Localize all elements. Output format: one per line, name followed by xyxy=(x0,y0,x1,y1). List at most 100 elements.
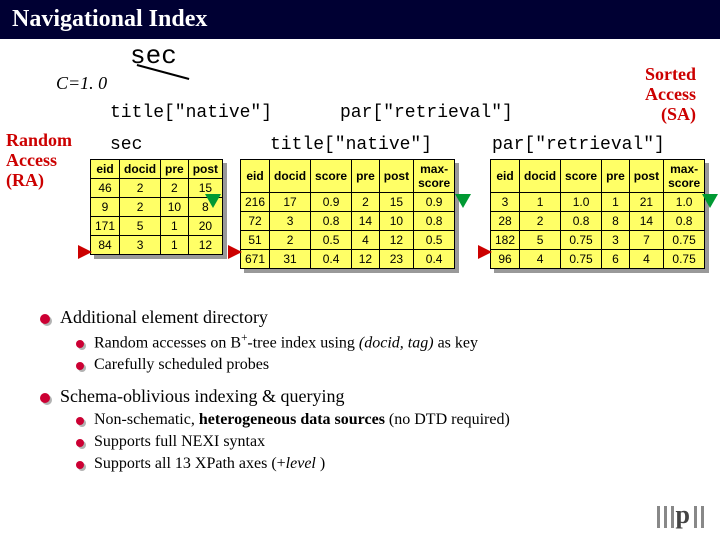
table-header: docid xyxy=(520,160,561,193)
bullet-2c: Supports all 13 XPath axes (+level ) xyxy=(76,455,700,473)
table-header: eid xyxy=(491,160,520,193)
table-cell: 96 xyxy=(491,250,520,269)
table-cell: 4 xyxy=(352,231,380,250)
table-header: docid xyxy=(120,160,161,179)
table-cell: 1 xyxy=(161,236,189,255)
table-header: post xyxy=(188,160,222,179)
table-cell: 28 xyxy=(491,212,520,231)
table-cell: 2 xyxy=(352,193,380,212)
bullet-icon xyxy=(40,314,50,324)
sec-label-top: sec xyxy=(130,41,177,71)
table-header: pre xyxy=(352,160,380,193)
bullet-1: Additional element directory xyxy=(40,307,700,328)
bullet-icon xyxy=(76,340,84,348)
table-cell: 17 xyxy=(270,193,311,212)
table-header: max-score xyxy=(414,160,455,193)
table-cell: 0.9 xyxy=(414,193,455,212)
table-cell: 1.0 xyxy=(664,193,705,212)
table-header: pre xyxy=(602,160,630,193)
table-row: 18250.75370.75 xyxy=(491,231,705,250)
table-cell: 3 xyxy=(491,193,520,212)
table-header: score xyxy=(561,160,602,193)
table-cell: 0.75 xyxy=(664,231,705,250)
table-cell: 6 xyxy=(602,250,630,269)
table-cell: 0.5 xyxy=(414,231,455,250)
table-cell: 0.8 xyxy=(664,212,705,231)
table-row: 843112 xyxy=(91,236,223,255)
table-row: 462215 xyxy=(91,179,223,198)
bullet-1b: Carefully scheduled probes xyxy=(76,356,700,374)
table-cell: 51 xyxy=(241,231,270,250)
table-row: 2820.88140.8 xyxy=(491,212,705,231)
bullet-icon xyxy=(76,461,84,469)
table-row: 216170.92150.9 xyxy=(241,193,455,212)
table-cell: 2 xyxy=(120,179,161,198)
table-cell: 671 xyxy=(241,250,270,269)
page-title: Navigational Index xyxy=(0,0,720,39)
table-header: eid xyxy=(241,160,270,193)
table-header: post xyxy=(629,160,663,193)
table-cell: 12 xyxy=(352,250,380,269)
table-cell: 0.75 xyxy=(561,231,602,250)
table-cell: 12 xyxy=(379,231,413,250)
table-cell: 1 xyxy=(520,193,561,212)
ra-arrow-icon xyxy=(478,245,492,259)
table-row: 671310.412230.4 xyxy=(241,250,455,269)
table-cell: 8 xyxy=(602,212,630,231)
table-cell: 10 xyxy=(161,198,189,217)
table-cell: 182 xyxy=(491,231,520,250)
table-par-retrieval: eiddocidscoreprepostmax-score311.01211.0… xyxy=(490,159,705,269)
table-cell: 10 xyxy=(379,212,413,231)
slide-body: sec C=1. 0 title["native"] par["retrieva… xyxy=(0,39,720,51)
title-native-mid: title["native"] xyxy=(270,135,432,155)
table-cell: 14 xyxy=(352,212,380,231)
table-cell: 216 xyxy=(241,193,270,212)
table-cell: 84 xyxy=(91,236,120,255)
table-row: 5120.54120.5 xyxy=(241,231,455,250)
bullet-icon xyxy=(40,393,50,403)
table-row: 9640.75640.75 xyxy=(491,250,705,269)
table-header: max-score xyxy=(664,160,705,193)
table-cell: 21 xyxy=(629,193,663,212)
bullet-1-text: Additional element directory xyxy=(60,307,268,327)
bullet-2b: Supports full NEXI syntax xyxy=(76,433,700,451)
table-cell: 0.75 xyxy=(561,250,602,269)
table-cell: 7 xyxy=(629,231,663,250)
table-cell: 0.9 xyxy=(311,193,352,212)
table-header: post xyxy=(379,160,413,193)
table-cell: 3 xyxy=(602,231,630,250)
table-cell: 3 xyxy=(120,236,161,255)
logo: p xyxy=(655,500,706,530)
ra-arrow-icon xyxy=(78,245,92,259)
sa-arrow-icon xyxy=(455,194,471,208)
bullet-1a: Random accesses on B+-tree index using (… xyxy=(76,332,700,352)
bullet-2: Schema-oblivious indexing & querying xyxy=(40,386,700,407)
table-cell: 1.0 xyxy=(561,193,602,212)
table-cell: 2 xyxy=(161,179,189,198)
table-cell: 0.4 xyxy=(414,250,455,269)
table-cell: 0.8 xyxy=(561,212,602,231)
table-row: 1715120 xyxy=(91,217,223,236)
bullet-icon xyxy=(76,439,84,447)
ra-arrow-icon xyxy=(228,245,242,259)
sa-arrow-icon xyxy=(205,194,221,208)
sec-label-mid: sec xyxy=(110,135,142,155)
table-cell: 14 xyxy=(629,212,663,231)
table-cell: 0.75 xyxy=(664,250,705,269)
table-cell: 12 xyxy=(188,236,222,255)
table-cell: 1 xyxy=(161,217,189,236)
table-cell: 3 xyxy=(270,212,311,231)
table-cell: 1 xyxy=(602,193,630,212)
table-cell: 2 xyxy=(270,231,311,250)
random-access-label: RandomAccess(RA) xyxy=(6,131,72,190)
table-header: pre xyxy=(161,160,189,179)
table-row: 311.01211.0 xyxy=(491,193,705,212)
table-cell: 0.8 xyxy=(414,212,455,231)
table-sec: eiddocidprepost462215921081715120843112 xyxy=(90,159,223,255)
table-cell: 46 xyxy=(91,179,120,198)
table-cell: 20 xyxy=(188,217,222,236)
table-cell: 0.4 xyxy=(311,250,352,269)
table-cell: 4 xyxy=(520,250,561,269)
sa-arrow-icon xyxy=(702,194,718,208)
table-cell: 2 xyxy=(520,212,561,231)
